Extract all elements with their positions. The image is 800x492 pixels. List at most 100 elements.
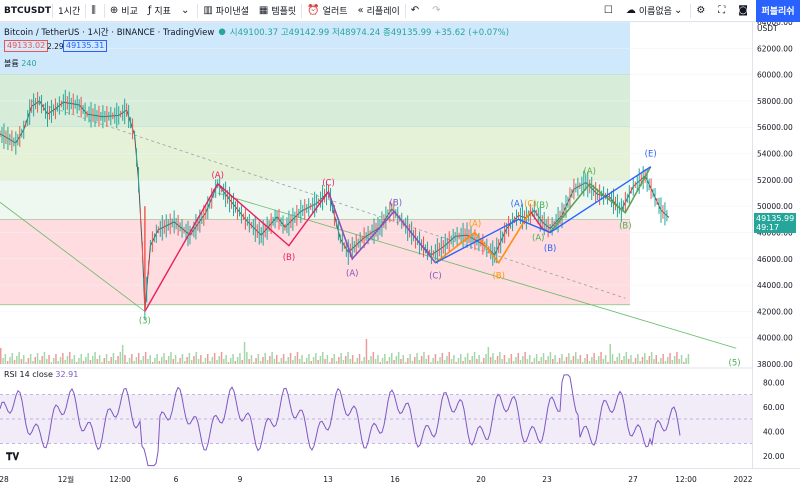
volume-bar xyxy=(423,352,425,364)
volume-bar xyxy=(680,355,683,364)
wave-label: (B) xyxy=(619,222,631,232)
volume-bar xyxy=(379,362,381,364)
volume-bar xyxy=(650,352,653,364)
compare-button[interactable]: ⊕ 비교 xyxy=(105,0,143,22)
volume-bar xyxy=(577,359,579,364)
volume-bar xyxy=(462,361,464,364)
redo-button[interactable]: ↷ xyxy=(427,0,448,22)
volume-bar xyxy=(216,360,218,364)
rsi-line xyxy=(0,374,681,467)
volume-bar xyxy=(563,361,565,364)
volume-bar xyxy=(372,352,375,364)
volume-bar xyxy=(340,353,342,364)
volume-bar xyxy=(388,357,391,364)
redo-icon: ↷ xyxy=(432,5,441,16)
volume-bar xyxy=(312,357,315,364)
volume-bar xyxy=(225,355,227,364)
snapshot-button[interactable]: ◙ xyxy=(733,0,756,22)
price-chart[interactable]: (3)(A)(B)(C)(A)(B)(C)(A)(B)(C)(A) (B)(A)(… xyxy=(0,21,752,468)
alert-button[interactable]: ⏰ 얼러트 xyxy=(302,0,352,22)
chart-pane[interactable]: (3) (A) (B) (C) (A) (B) (C) (A) (B) (C) (A) (B) (A)(… xyxy=(0,21,752,468)
volume-bar xyxy=(441,353,444,364)
fullscreen-button[interactable]: ⛶ xyxy=(713,0,733,22)
time-axis-ticks: 28 12월 12:00 6 9 13 16 20 23 27 12:00 2022 xyxy=(0,474,753,484)
divider xyxy=(85,3,87,18)
volume-bar xyxy=(591,357,593,364)
volume-bar xyxy=(172,359,174,364)
time-tick-label: 12:00 xyxy=(675,475,697,484)
publish-button[interactable]: 퍼블리쉬 xyxy=(756,0,800,22)
volume-bar xyxy=(23,355,25,364)
wave-label: (A) xyxy=(583,167,595,177)
chart-legend: Bitcoin / TetherUS · 1시간 · BINANCE · Tra… xyxy=(4,26,509,38)
volume-bar xyxy=(310,361,312,364)
volume-bar xyxy=(414,357,416,364)
price-tick-label: 46000.00 xyxy=(757,255,793,264)
volume-bar xyxy=(506,362,508,364)
volume-bar xyxy=(294,356,296,364)
volume-bar xyxy=(673,356,676,364)
volume-bar xyxy=(131,354,133,364)
chart-type-button[interactable]: ⫼ xyxy=(86,0,104,22)
volume-bar xyxy=(632,362,634,364)
legend-ohlc: 시49100.37 고49142.99 저48974.24 종49135.99 … xyxy=(229,28,510,38)
undo-icon: ↶ xyxy=(410,5,420,16)
wave-abc-purple xyxy=(327,191,436,264)
compare-label: 비교 xyxy=(121,7,138,17)
fullscreen-layout-button[interactable]: ☐ xyxy=(599,0,621,22)
interval-button[interactable]: 1시간 xyxy=(58,7,81,17)
volume-bar xyxy=(683,362,685,364)
volume-bar xyxy=(469,360,471,364)
price-axis[interactable]: USDT 64000.00 62000.00 60000.00 58000.00 5600… xyxy=(752,18,800,468)
ask-price-tag[interactable]: 49135.31 xyxy=(63,40,108,52)
replay-button[interactable]: «리플레이 xyxy=(353,0,405,22)
volume-bar xyxy=(634,358,637,364)
settings-button[interactable]: ⚙ xyxy=(691,0,713,22)
volume-bar xyxy=(98,355,101,364)
bid-price-tag[interactable]: 49133.02 xyxy=(4,40,49,52)
volume-bar xyxy=(549,352,552,364)
volume-bar xyxy=(496,356,499,364)
templates-button[interactable]: ▦ 템플릿 xyxy=(254,0,301,22)
volume-bar xyxy=(618,353,621,364)
volume-bar xyxy=(36,353,39,364)
time-axis[interactable]: 28 12월 12:00 6 9 13 16 20 23 27 12:00 2022 xyxy=(0,468,800,488)
volume-bar xyxy=(377,355,379,364)
volume-bar xyxy=(174,355,177,364)
volume-bar xyxy=(301,355,303,364)
chevron-down-icon: ⌄ xyxy=(180,5,190,16)
indicators-button[interactable]: ƒ 지표 xyxy=(143,0,176,22)
volume-bar xyxy=(140,360,142,364)
volume-bar xyxy=(135,357,138,364)
layout-name-button[interactable]: ☁ 이름없음 ⌄ xyxy=(621,0,691,22)
volume-bar xyxy=(207,354,209,364)
volume-bar xyxy=(621,360,623,364)
symbol-search-button[interactable]: BTCUSDT xyxy=(4,5,52,16)
replay-label: 리플레이 xyxy=(366,7,400,17)
time-tick-label: 23 xyxy=(542,475,552,484)
volume-bar xyxy=(480,362,483,364)
template-icon: ▦ xyxy=(258,5,269,16)
volume-bar xyxy=(347,352,349,364)
volume-bar xyxy=(411,361,414,364)
volume-bar xyxy=(614,361,616,364)
undo-button[interactable]: ↶ xyxy=(406,0,427,22)
volume-bar xyxy=(609,344,611,364)
time-tick-label: 13 xyxy=(323,475,333,484)
volume-bar xyxy=(501,359,503,364)
volume-bar xyxy=(448,352,450,364)
fib-zone-4 xyxy=(0,219,630,305)
rsi-tick-label: 60.00 xyxy=(763,403,785,412)
volume-bar xyxy=(158,361,161,364)
volume-bar xyxy=(393,360,395,364)
volume-bar xyxy=(446,356,448,364)
volume-bar xyxy=(437,361,439,364)
volume-bar xyxy=(250,355,253,364)
volume-bar xyxy=(439,357,441,364)
time-tick-label: 27 xyxy=(628,475,638,484)
financials-button[interactable]: ▥ 파이낸셜 xyxy=(198,0,254,22)
layout-dropdown[interactable]: ⌄ xyxy=(176,0,197,22)
volume-bar xyxy=(457,358,460,364)
volume-bar xyxy=(358,354,361,364)
volume-bar xyxy=(9,357,11,364)
